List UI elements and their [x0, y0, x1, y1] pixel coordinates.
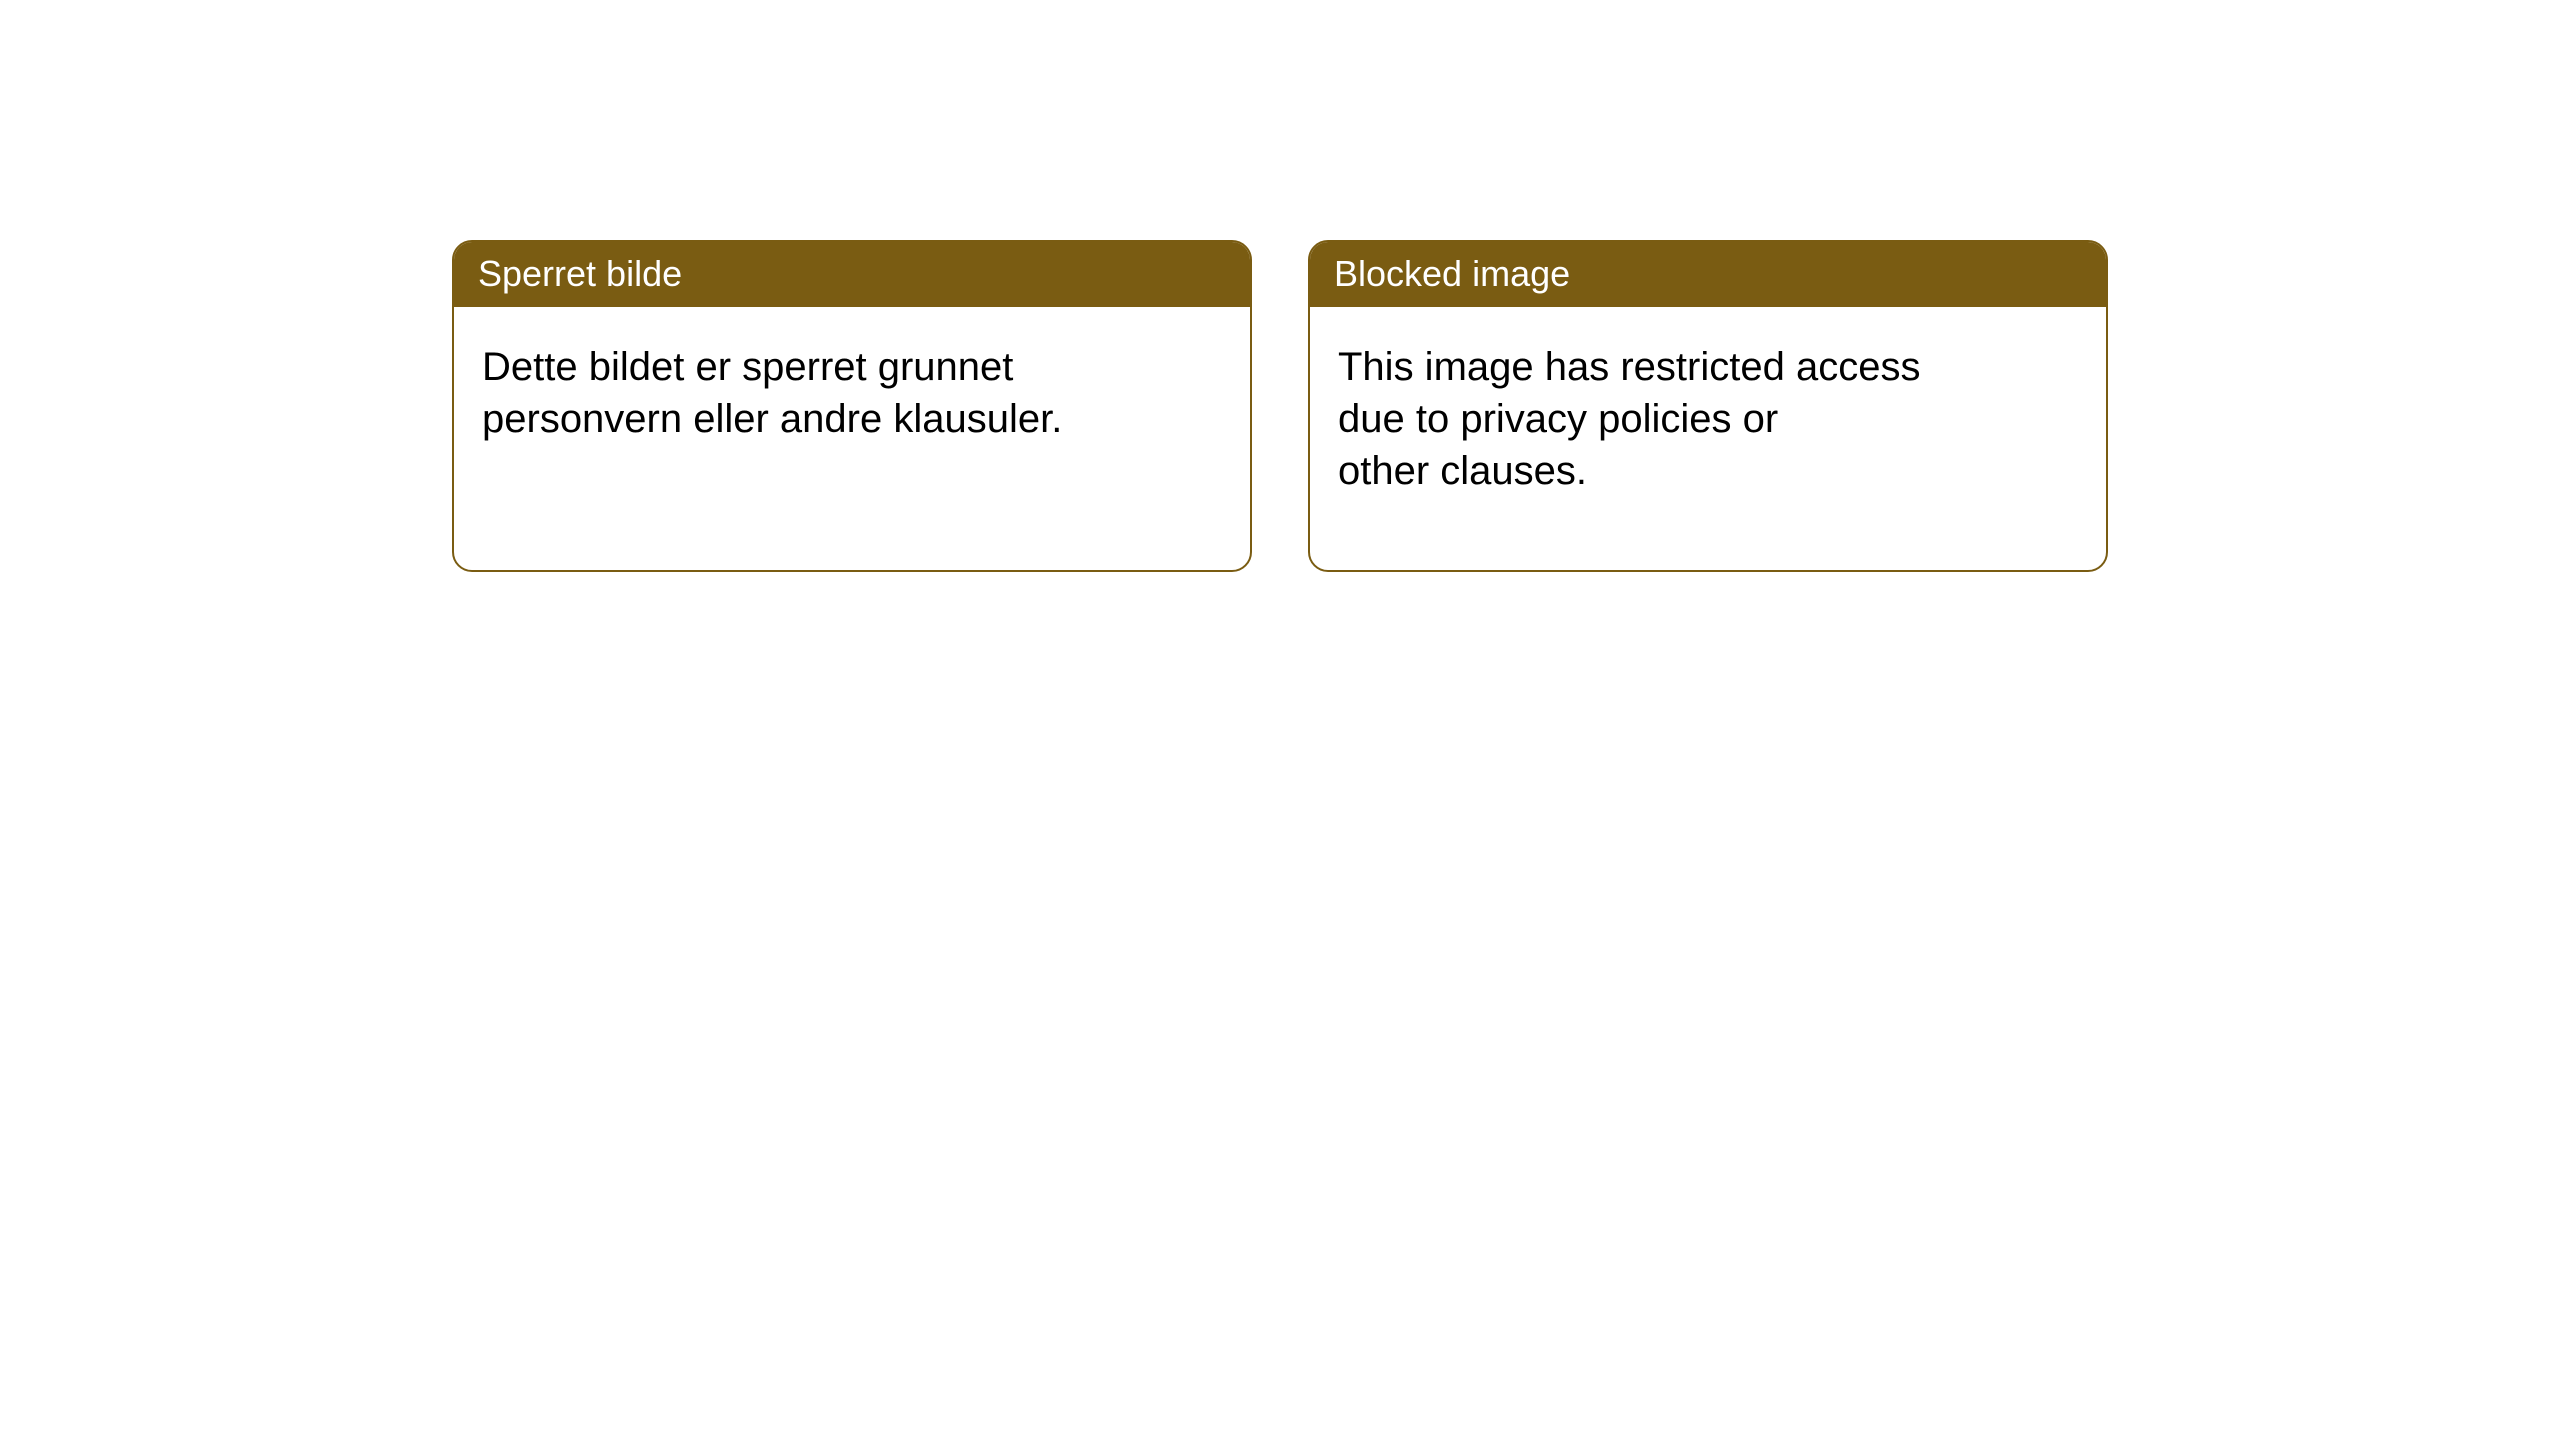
- notice-card-body-en: This image has restricted access due to …: [1310, 307, 2106, 531]
- notice-card-header-en: Blocked image: [1310, 242, 2106, 307]
- notice-card-en: Blocked image This image has restricted …: [1308, 240, 2108, 572]
- notice-card-body-no: Dette bildet er sperret grunnet personve…: [454, 307, 1250, 479]
- notice-card-no: Sperret bilde Dette bildet er sperret gr…: [452, 240, 1252, 572]
- page: Sperret bilde Dette bildet er sperret gr…: [0, 0, 2560, 1440]
- notice-card-header-no: Sperret bilde: [454, 242, 1250, 307]
- notice-cards-row: Sperret bilde Dette bildet er sperret gr…: [452, 240, 2108, 572]
